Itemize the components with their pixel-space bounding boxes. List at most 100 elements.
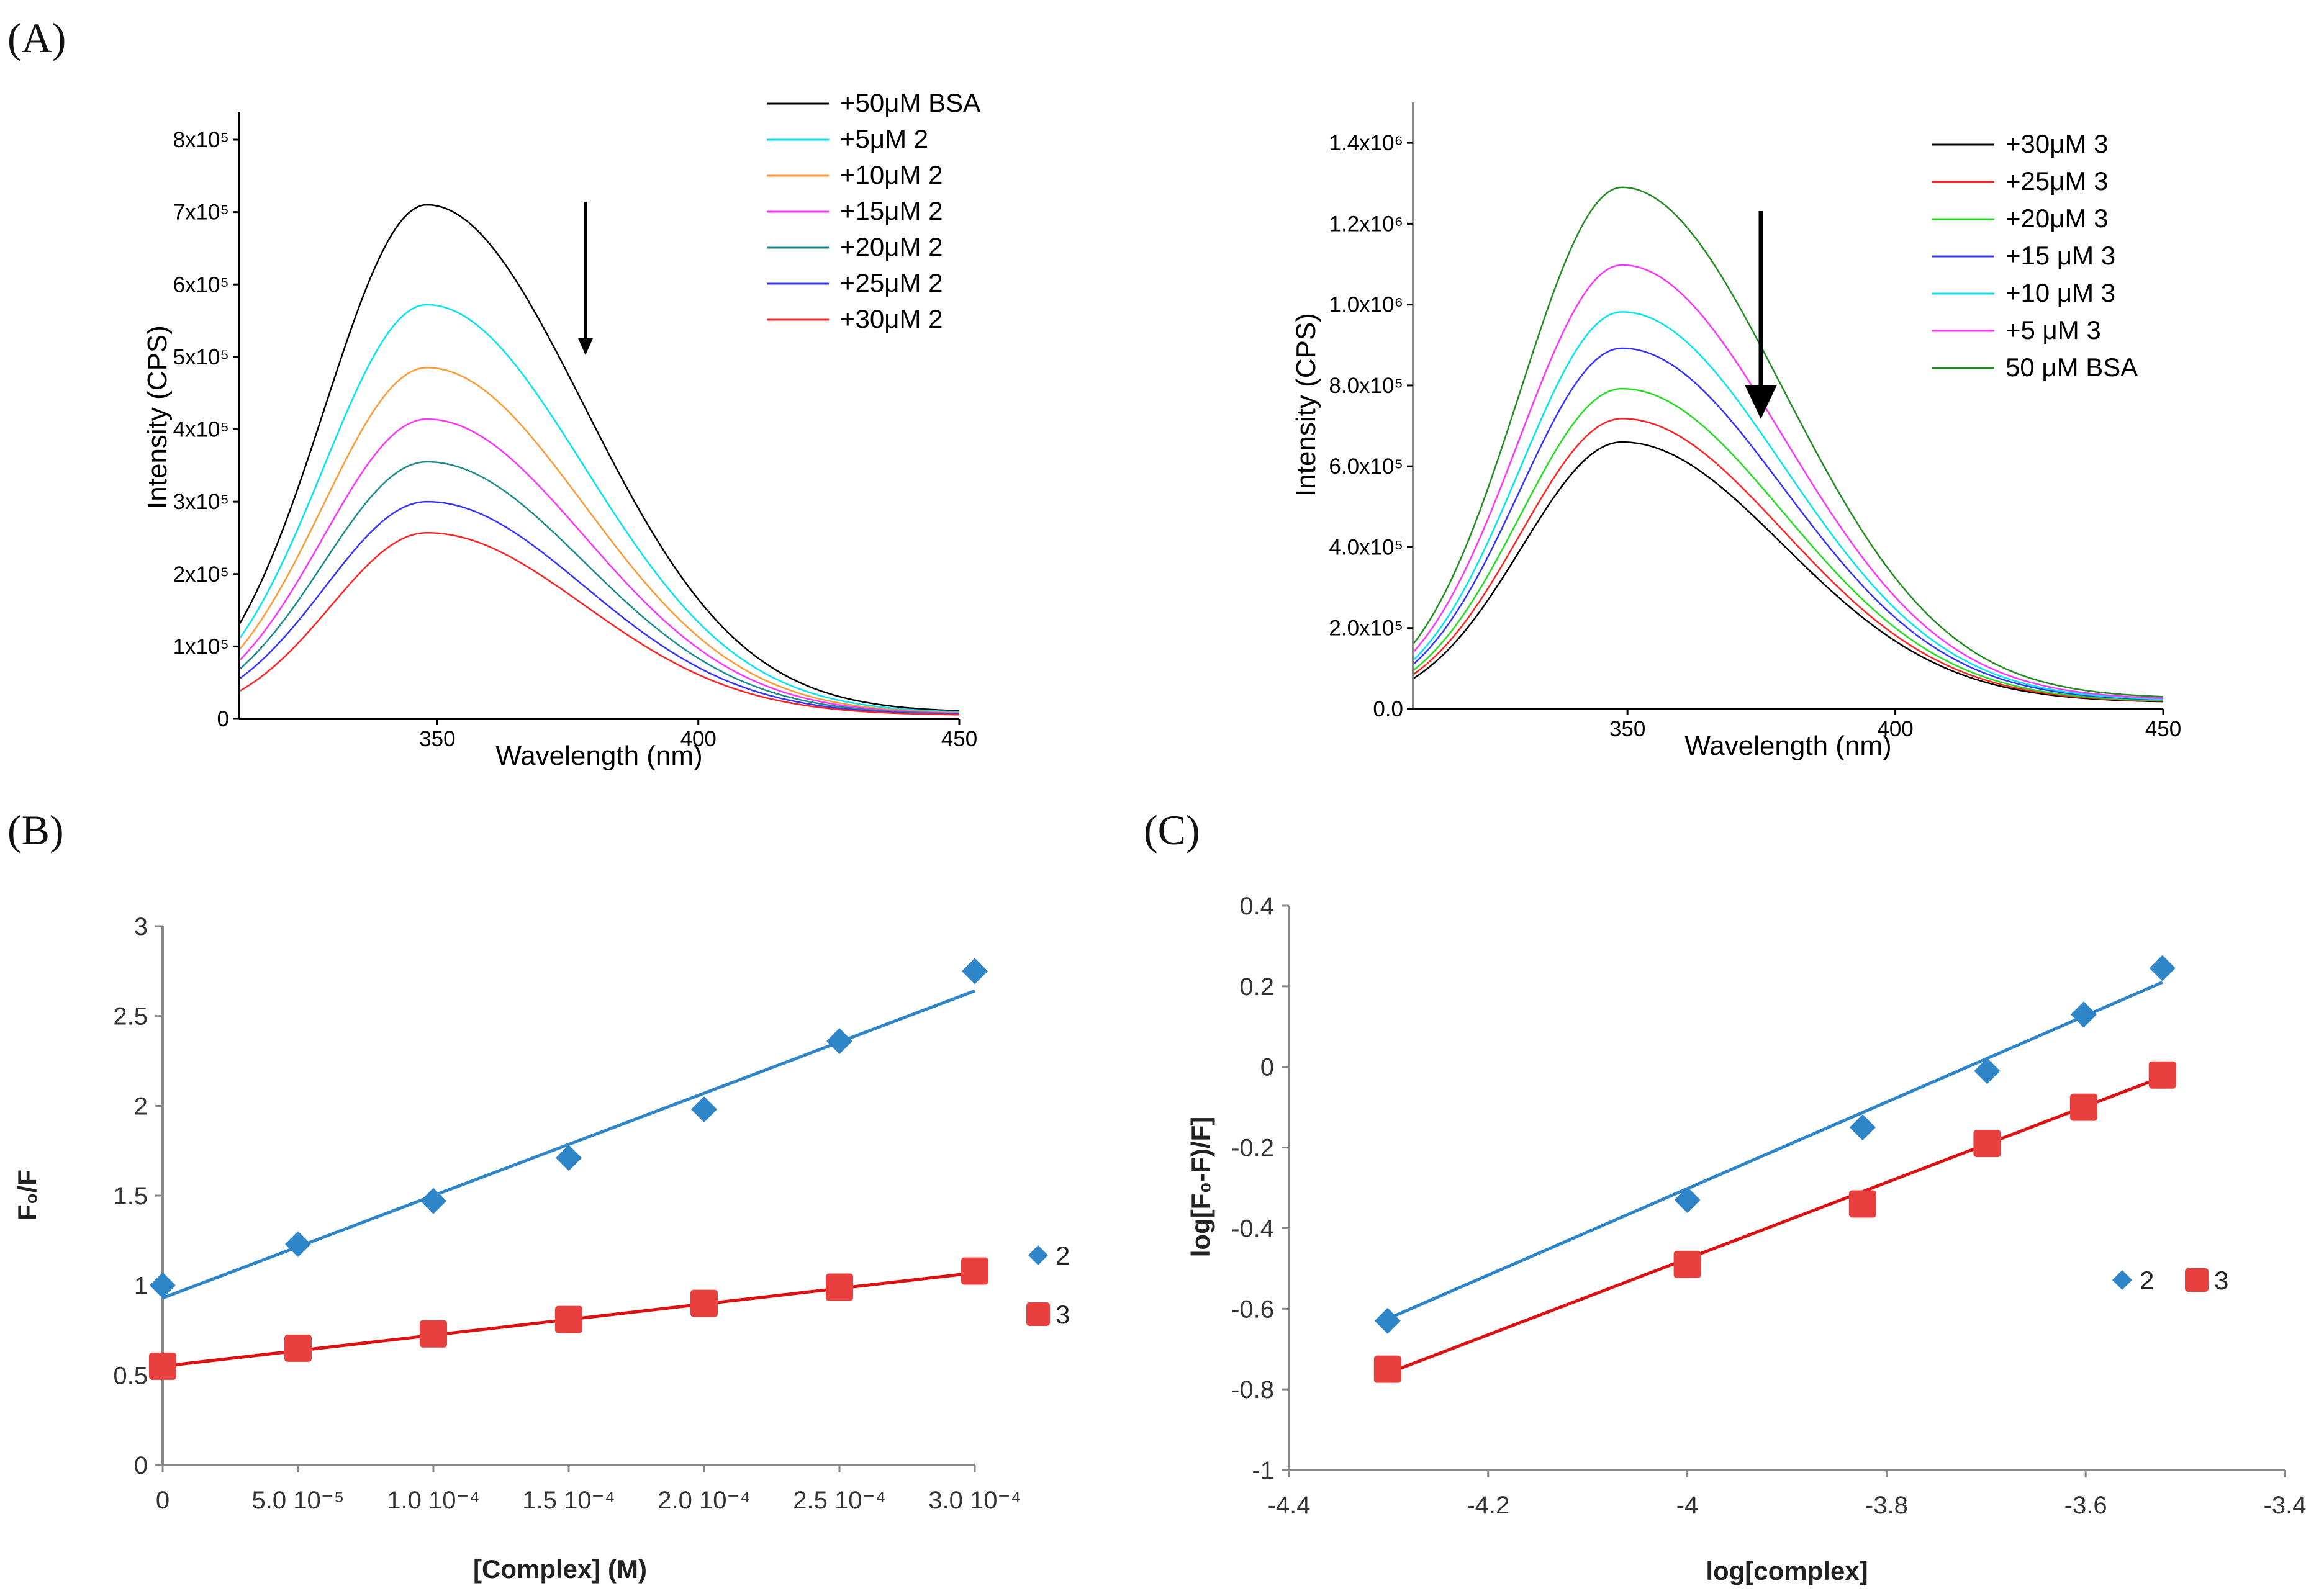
y-tick-label: -0.4	[1231, 1215, 1274, 1242]
y-tick-label: 3	[134, 913, 148, 940]
spectrum-curve	[1413, 264, 2164, 699]
y-tick-label: 0	[1260, 1054, 1274, 1081]
y-tick-label: 6x10⁵	[173, 273, 229, 297]
y-tick-label: 2.0x10⁵	[1329, 616, 1403, 641]
marker-diamond	[1374, 1307, 1401, 1334]
a2-y-axis-title: Intensity (CPS)	[1291, 313, 1321, 497]
marker-diamond	[826, 1028, 852, 1055]
x-tick-label: -4.2	[1467, 1492, 1509, 1519]
y-tick-label: 5x10⁵	[173, 345, 229, 369]
y-tick-label: 0.5	[113, 1362, 148, 1389]
marker-square	[555, 1305, 582, 1333]
spectrum-curve	[1413, 387, 2164, 701]
legend-label: +25μM 2	[840, 268, 943, 297]
double-log-chart: -1 -0.8 -0.6 -0.4 -0.2 0 0.2 0.4 -4.4 -4.2 -4 -3.8…	[1186, 893, 2306, 1585]
x-tick-label: 2.0 10⁻⁴	[658, 1487, 751, 1514]
y-tick-label: -1	[1252, 1457, 1274, 1484]
marker-square	[2185, 1268, 2209, 1292]
a2-x-axis-title: Wavelength (nm)	[1684, 731, 1891, 761]
panel-label-c: (C)	[1144, 806, 1200, 854]
spectrum-curve	[238, 532, 960, 716]
marker-diamond	[1849, 1114, 1876, 1141]
y-tick-label: 7x10⁵	[173, 201, 229, 225]
legend-label: +20μM 2	[840, 232, 943, 261]
marker-diamond	[150, 1272, 176, 1299]
marker-diamond	[556, 1145, 582, 1171]
a1-curves	[238, 204, 960, 716]
a2-quench-arrow	[1745, 211, 1777, 419]
legend-label: 3	[2214, 1266, 2228, 1295]
marker-diamond	[962, 958, 988, 985]
a1-quench-arrow	[578, 202, 593, 355]
y-tick-label: -0.6	[1231, 1296, 1274, 1323]
legend-label: +30μM 2	[840, 304, 943, 333]
a1-legend: +50μM BSA +5μM 2 +10μM 2 +15μM 2 +20μM 2 +25μ…	[767, 88, 980, 333]
legend-label: +50μM BSA	[840, 88, 980, 117]
marker-square	[420, 1320, 447, 1348]
y-tick-label: 0	[134, 1452, 148, 1479]
y-tick-label: 8.0x10⁵	[1329, 374, 1403, 398]
b-x-axis-title: [Complex] (M)	[473, 1554, 647, 1584]
y-tick-label: 1x10⁵	[173, 634, 229, 659]
spectrum-curve	[238, 204, 960, 712]
spectrum-curve	[1413, 418, 2163, 702]
marker-square	[1973, 1130, 2001, 1158]
legend-label: +15 μM 3	[2005, 241, 2115, 270]
spectrum-curve	[238, 500, 959, 715]
legend-label: +25μM 3	[2005, 166, 2108, 196]
marker-square	[284, 1334, 312, 1362]
a1-y-axis-title: Intensity (CPS)	[142, 325, 173, 509]
legend-label: +15μM 2	[840, 196, 943, 225]
c-x-ticks: -4.4 -4.2 -4 -3.8 -3.6 -3.4	[1268, 1470, 2306, 1519]
x-tick-label: 2.5 10⁻⁴	[793, 1487, 886, 1514]
y-tick-label: 3x10⁵	[173, 490, 229, 514]
x-tick-label: -3.4	[2264, 1492, 2306, 1519]
legend-label: +5μM 2	[840, 124, 928, 153]
marker-square	[2069, 1093, 2097, 1121]
c-y-axis-title: log[F₀-F)/F]	[1186, 1117, 1215, 1258]
y-tick-label: -0.2	[1231, 1135, 1274, 1162]
y-tick-label: 4x10⁵	[173, 418, 229, 442]
marker-square	[2148, 1061, 2176, 1089]
x-tick-label: 450	[2145, 717, 2181, 741]
legend-label: +10μM 2	[840, 160, 943, 189]
marker-square	[149, 1352, 176, 1380]
spectrum-curve	[238, 461, 959, 715]
y-tick-label: 2	[134, 1093, 148, 1120]
trendline	[162, 989, 975, 1300]
y-tick-label: 1.2x10⁶	[1329, 212, 1404, 236]
x-tick-label: 1.0 10⁻⁴	[387, 1487, 480, 1514]
legend-label: 2	[1056, 1241, 1070, 1270]
x-tick-label: 400	[680, 727, 717, 751]
y-tick-label: 2x10⁵	[173, 562, 229, 587]
c-trendlines	[1386, 981, 2163, 1375]
y-tick-label: 1.4x10⁶	[1329, 131, 1404, 155]
y-tick-label: 0.4	[1239, 893, 1274, 920]
x-tick-label: 0	[156, 1487, 170, 1514]
legend-label: +5 μM 3	[2005, 315, 2101, 345]
spectrum-curve	[1413, 186, 2164, 698]
panel-label-b: (B)	[7, 806, 64, 854]
c-data-points	[1373, 955, 2176, 1383]
b-y-axis-title: F₀/F	[12, 1170, 42, 1220]
marker-square	[826, 1273, 853, 1301]
legend-label: +30μM 3	[2005, 129, 2108, 158]
y-tick-label: 0.2	[1239, 973, 1274, 1001]
x-tick-label: -3.6	[2064, 1492, 2107, 1519]
y-tick-label: 1.5	[113, 1183, 148, 1210]
spectrum-curve	[1413, 441, 2164, 703]
panel-label-a: (A)	[7, 14, 66, 61]
marker-diamond	[2149, 955, 2176, 981]
x-tick-label: 1.5 10⁻⁴	[522, 1487, 615, 1514]
a1-x-axis-title: Wavelength (nm)	[495, 741, 702, 771]
spectrum-chart-complex-2: 0 1x10⁵ 2x10⁵ 3x10⁵ 4x10⁵ 5x10⁵ 6x10⁵ 7x10⁵ 8x10…	[142, 88, 980, 771]
marker-diamond	[2112, 1270, 2132, 1290]
b-y-ticks: 0 0.5 1 1.5 2 2.5 3	[113, 913, 163, 1479]
marker-square	[1673, 1250, 1701, 1278]
marker-square	[961, 1257, 988, 1285]
y-tick-label: 1	[134, 1273, 148, 1300]
a1-x-ticks: 350 400 450	[419, 719, 977, 751]
marker-diamond	[285, 1231, 311, 1258]
x-tick-label: 3.0 10⁻⁴	[928, 1487, 1021, 1514]
